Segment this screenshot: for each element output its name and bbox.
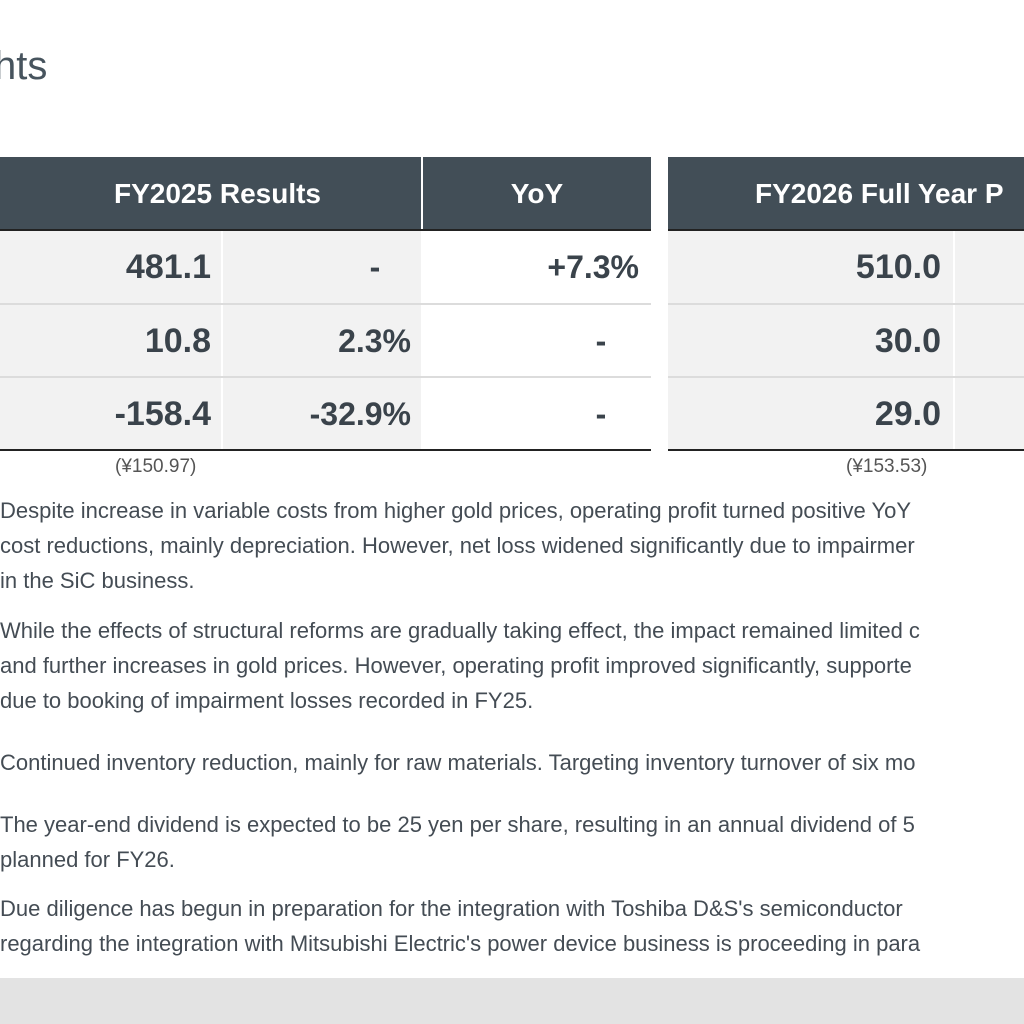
cell-fy2026-value: 30.0: [668, 305, 953, 377]
eps-note-fy2026: (¥153.53): [846, 456, 928, 477]
cell-fy2025-value: -158.4: [0, 378, 221, 450]
cell-fy2026-extra: [955, 305, 1024, 377]
paragraph-line: in the SiC business.: [0, 568, 195, 593]
cell-fy2025-value: 10.8: [0, 305, 221, 377]
paragraph-integration: Due diligence has begun in preparation f…: [0, 891, 1024, 961]
paragraph-line: Continued inventory reduction, mainly fo…: [0, 750, 916, 775]
cell-yoy: -: [423, 305, 651, 377]
cell-fy2025-margin: -: [223, 231, 421, 303]
paragraph-line: Due diligence has begun in preparation f…: [0, 896, 903, 921]
header-yoy: YoY: [423, 157, 651, 230]
paragraph-forecast-summary: While the effects of structural reforms …: [0, 613, 1024, 718]
cell-fy2026-extra: [955, 231, 1024, 303]
row-divider-right: [668, 303, 1024, 305]
page-title: hts: [0, 44, 48, 88]
cell-fy2025-value: 481.1: [0, 231, 221, 303]
table-top-rule: [0, 229, 651, 231]
paragraph-results-summary: Despite increase in variable costs from …: [0, 493, 1024, 598]
cell-yoy: +7.3%: [423, 231, 651, 303]
cell-fy2026-value: 510.0: [668, 231, 953, 303]
row-divider: [0, 376, 651, 378]
paragraph-inventory: Continued inventory reduction, mainly fo…: [0, 745, 1024, 780]
row-divider: [0, 303, 651, 305]
cell-fy2025-margin: 2.3%: [223, 305, 421, 377]
paragraph-line: cost reductions, mainly depreciation. Ho…: [0, 533, 915, 558]
cell-fy2026-value: 29.0: [668, 378, 953, 450]
eps-note-fy2025: (¥150.97): [115, 456, 197, 477]
header-fy2026-label: FY2026 Full Year P: [755, 177, 1004, 209]
paragraph-line: and further increases in gold prices. Ho…: [0, 653, 912, 678]
paragraph-line: The year-end dividend is expected to be …: [0, 812, 915, 837]
cell-fy2025-margin: -32.9%: [223, 378, 421, 450]
footer-bar: [0, 978, 1024, 1024]
table-bottom-rule-right: [668, 449, 1024, 451]
cell-fy2026-extra: [955, 378, 1024, 450]
table-top-rule-right: [668, 229, 1024, 231]
paragraph-line: Despite increase in variable costs from …: [0, 498, 912, 523]
paragraph-line: regarding the integration with Mitsubish…: [0, 931, 921, 956]
header-fy2025-label: FY2025 Results: [114, 177, 321, 209]
row-divider-right: [668, 376, 1024, 378]
paragraph-dividend: The year-end dividend is expected to be …: [0, 807, 1024, 877]
cell-yoy: -: [423, 378, 651, 450]
table-bottom-rule: [0, 449, 651, 451]
header-fy2025-results: FY2025 Results: [0, 157, 421, 230]
paragraph-line: due to booking of impairment losses reco…: [0, 688, 534, 713]
paragraph-line: While the effects of structural reforms …: [0, 618, 920, 643]
header-yoy-label: YoY: [510, 177, 564, 209]
paragraph-line: planned for FY26.: [0, 847, 175, 872]
header-fy2026-forecast: FY2026 Full Year P: [668, 157, 1024, 230]
